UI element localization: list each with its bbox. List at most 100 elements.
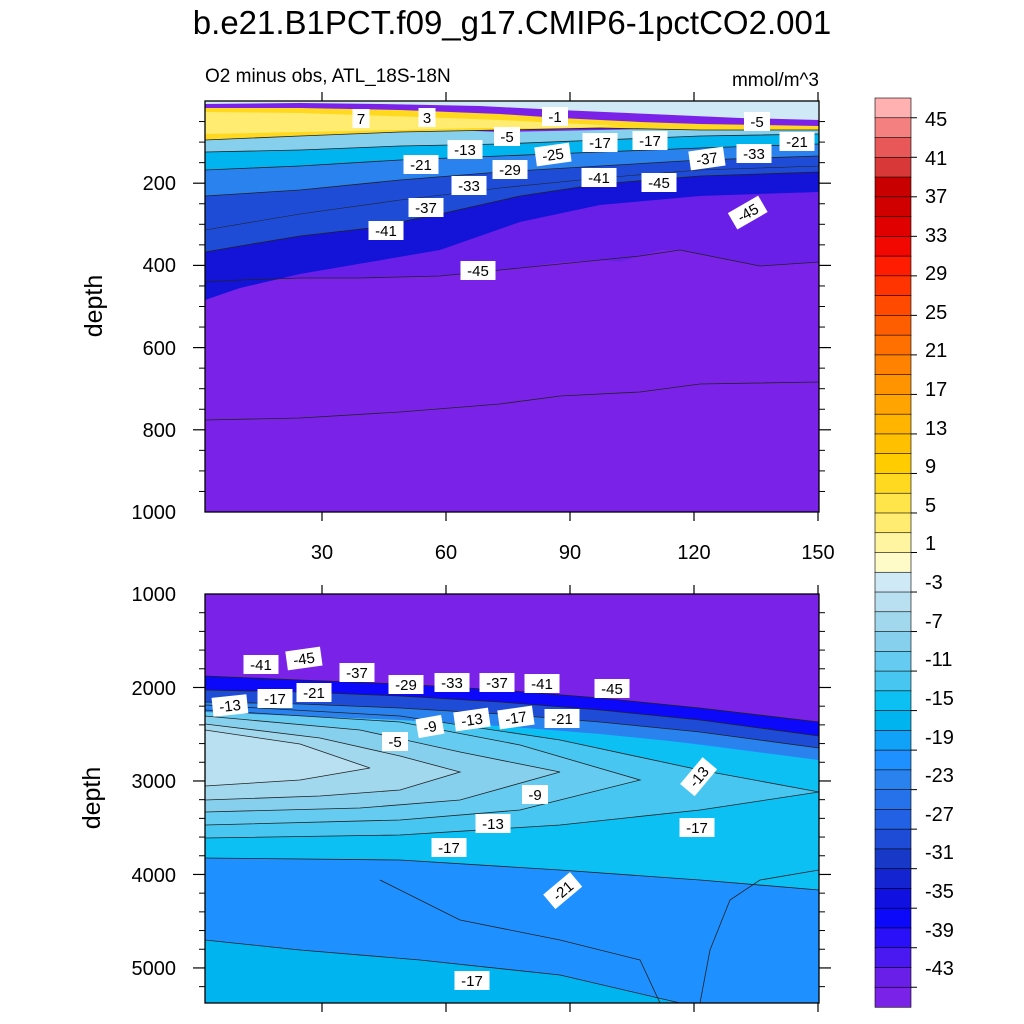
contour-label: 7 (352, 109, 370, 128)
colorbar-label: 5 (925, 495, 936, 517)
colorbar-box (874, 354, 912, 376)
contour-label-box (492, 160, 528, 179)
contour-label-box (434, 673, 470, 692)
colorbar-label: 41 (925, 148, 947, 170)
colorbar-box (874, 295, 912, 316)
contour-label-text: -25 (541, 146, 565, 166)
colorbar-box (874, 532, 912, 554)
contour-label-box (403, 155, 439, 174)
contour-label-box (744, 112, 770, 131)
contour-label-box (368, 221, 404, 240)
colorbar-box (874, 196, 912, 218)
contour-label-text: -41 (375, 223, 397, 240)
contour-label: -33 (434, 673, 470, 692)
colorbar-box (874, 809, 912, 830)
contour-label: -17 (679, 818, 715, 837)
colorbar-box (874, 749, 912, 771)
contour-label-text: -37 (695, 150, 719, 170)
colorbar-label: -15 (925, 688, 954, 710)
colorbar-ticks (911, 117, 917, 988)
lower-y-tick-label: 3000 (132, 771, 177, 793)
colorbar-box (874, 730, 912, 751)
colorbar-label: -11 (925, 649, 952, 671)
contour-label-box (431, 838, 467, 857)
colorbar-label: -35 (925, 881, 954, 903)
colorbar-box (874, 789, 912, 810)
contour-label-box (544, 709, 580, 728)
contour-label-text: -33 (441, 675, 463, 692)
upper-y-tick-label: 600 (143, 338, 176, 360)
colorbar-box (874, 255, 912, 277)
lower-y-tick-label: 4000 (132, 865, 177, 887)
upper-y-tick-labels: 200 400 600 800 1000 (132, 173, 177, 524)
colorbar-box (874, 848, 912, 870)
colorbar: 45 41 37 33 29 25 21 17 13 9 5 1 -3 -7 -… (874, 97, 954, 1008)
upper-x-tick-label: 150 (801, 542, 834, 564)
lower-field (205, 594, 819, 1003)
upper-x-tick-label: 60 (435, 542, 457, 564)
lower-y-tick-labels: 1000 2000 3000 4000 5000 (132, 584, 177, 980)
colorbar-box (874, 907, 912, 929)
contour-label: -33 (736, 144, 772, 163)
colorbar-label: 33 (925, 225, 947, 247)
upper-axis-ticks (193, 92, 831, 521)
upper-x-tick-label: 30 (311, 542, 333, 564)
colorbar-box (874, 868, 912, 890)
upper-plot: depth 200 400 600 800 1000 30 60 90 120 … (80, 92, 835, 564)
contour-label-text: -45 (601, 681, 623, 698)
colorbar-box (874, 690, 912, 712)
contour-label-text: -5 (388, 734, 401, 751)
contour-label: -17 (497, 705, 535, 730)
contour-label-text: -13 (218, 697, 241, 716)
contour-label-text: -9 (528, 787, 541, 804)
contour-label: -33 (451, 176, 487, 195)
colorbar-box (874, 512, 912, 534)
contour-label-box (727, 195, 768, 230)
contour-label-text: -17 (264, 691, 286, 708)
contour-label: -13 (475, 814, 511, 833)
colorbar-box (874, 571, 912, 593)
colorbar-label: 37 (925, 186, 947, 208)
contour-label-box (543, 872, 583, 910)
contour-label: -45 (594, 679, 630, 698)
contour-label-box (479, 673, 515, 692)
upper-y-tick-label: 1000 (132, 502, 177, 524)
contour-label: -17 (257, 689, 293, 708)
colorbar-box (874, 650, 912, 672)
lower-y-tick-label: 2000 (132, 678, 177, 700)
chart-title: b.e21.B1PCT.f09_g17.CMIP6-1pctCO2.001 (193, 4, 831, 41)
contour-label: -37 (339, 663, 375, 682)
contour-label-text: -41 (531, 676, 553, 693)
colorbar-box (874, 769, 912, 791)
contour-label-box (688, 146, 726, 171)
contour-label-text: -37 (486, 675, 508, 692)
colorbar-box (874, 334, 912, 356)
contour-label: -25 (534, 142, 572, 167)
colorbar-box (874, 552, 912, 573)
contour-label-text: -17 (438, 840, 460, 857)
contour-label-text: 3 (423, 110, 431, 127)
colorbar-label: 29 (925, 263, 947, 285)
upper-x-tick-label: 90 (559, 542, 581, 564)
contour-label-text: -21 (303, 685, 325, 702)
colorbar-boxes (874, 97, 912, 1008)
colorbar-tick-labels: 45 41 37 33 29 25 21 17 13 9 5 1 -3 -7 -… (925, 109, 954, 980)
colorbar-box (874, 216, 912, 237)
contour-label-text: -1 (548, 109, 561, 126)
contour-label-box (641, 173, 677, 192)
upper-x-tick-labels: 30 60 90 120 150 (311, 542, 835, 564)
contour-label: -5 (494, 127, 520, 146)
contour-label-box (285, 646, 323, 671)
contour-label-box (257, 689, 293, 708)
colorbar-box (874, 453, 912, 475)
contour-label-box (680, 757, 718, 797)
contour-label-box (454, 971, 490, 990)
contour-label: -29 (388, 675, 424, 694)
lower-frame (204, 593, 820, 1004)
colorbar-box (874, 275, 912, 297)
colorbar-label: -3 (925, 572, 943, 594)
contour-label-text: -41 (250, 657, 272, 674)
contour-label-box (524, 674, 560, 693)
contour-label: -1 (542, 107, 568, 126)
